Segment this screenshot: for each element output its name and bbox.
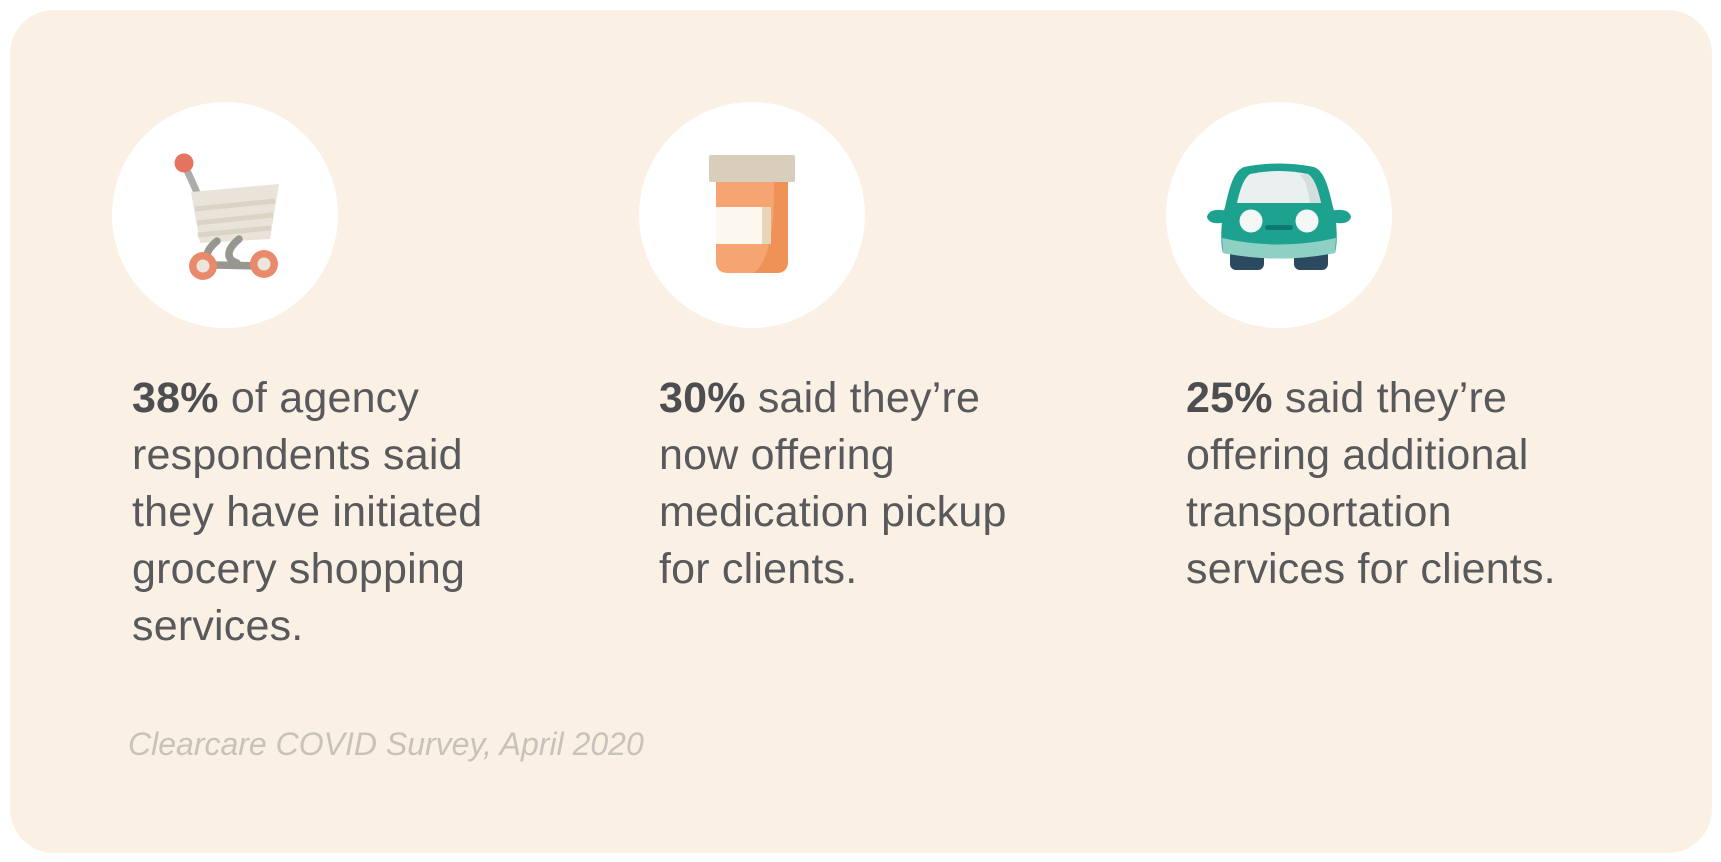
stat-column-grocery: 38% of agency respondents said they have… (112, 102, 659, 655)
stat-line: services for clients. (1186, 545, 1556, 593)
stat-percent: 30% (659, 374, 746, 422)
stat-line: services. (132, 602, 304, 650)
infographic-card: 38% of agency respondents said they have… (10, 10, 1712, 853)
stat-text: 38% of agency respondents said they have… (132, 370, 659, 655)
stat-line: medication pickup (659, 488, 1007, 536)
stat-text: 25% said they’re offering additional tra… (1186, 370, 1713, 598)
stat-line: respondents said (132, 431, 463, 479)
car-icon (1207, 163, 1351, 270)
stats-columns: 38% of agency respondents said they have… (112, 102, 1713, 655)
icon-circle (1166, 102, 1392, 328)
stat-line: they have initiated (132, 488, 483, 536)
shopping-cart-icon (174, 153, 279, 280)
stat-line: 38% of agency (132, 374, 420, 422)
stat-text: 30% said they’re now offering medication… (659, 370, 1186, 598)
icon-circle (112, 102, 338, 328)
stat-line: offering additional (1186, 431, 1529, 479)
stat-line: 25% said they’re (1186, 374, 1508, 422)
stat-column-medication: 30% said they’re now offering medication… (639, 102, 1186, 655)
stat-line: 30% said they’re (659, 374, 981, 422)
source-attribution: Clearcare COVID Survey, April 2020 (128, 726, 644, 762)
stat-percent: 38% (132, 374, 219, 422)
pill-bottle-icon (709, 155, 795, 273)
stat-line: transportation (1186, 488, 1452, 536)
stat-percent: 25% (1186, 374, 1273, 422)
stat-line: for clients. (659, 545, 858, 593)
stat-column-transportation: 25% said they’re offering additional tra… (1166, 102, 1713, 655)
stat-line: now offering (659, 431, 895, 479)
stat-line: grocery shopping (132, 545, 466, 593)
icon-circle (639, 102, 865, 328)
